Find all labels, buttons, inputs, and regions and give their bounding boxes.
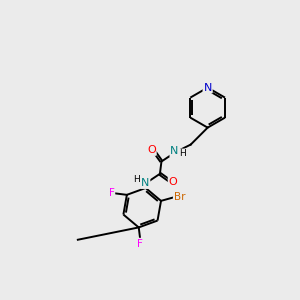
- Text: N: N: [203, 82, 212, 93]
- Text: O: O: [147, 145, 156, 155]
- Text: O: O: [169, 176, 177, 187]
- Text: Br: Br: [174, 192, 185, 202]
- Text: H: H: [179, 149, 186, 158]
- Text: F: F: [109, 188, 114, 198]
- Text: N: N: [170, 146, 179, 157]
- Text: F: F: [137, 238, 143, 249]
- Text: H: H: [134, 176, 140, 184]
- Text: N: N: [141, 178, 149, 188]
